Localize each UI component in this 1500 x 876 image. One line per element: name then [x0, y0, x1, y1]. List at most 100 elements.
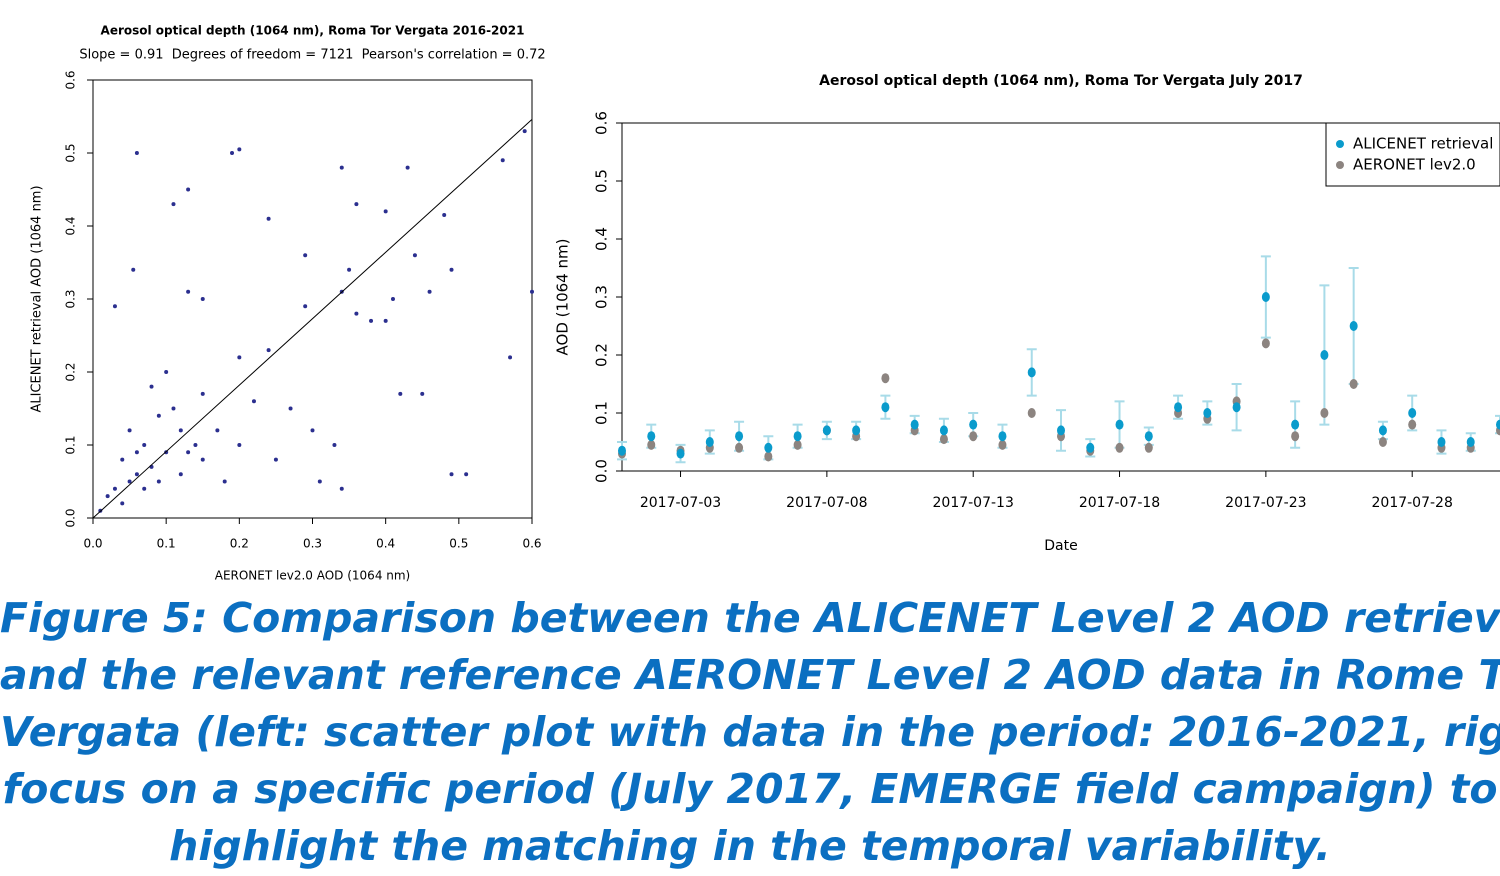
chart-title: Aerosol optical depth (1064 nm), Roma To… [101, 24, 525, 38]
point [1144, 431, 1153, 442]
point [273, 457, 278, 462]
point [969, 431, 978, 442]
point [735, 442, 744, 453]
point [317, 479, 322, 484]
point [120, 457, 125, 462]
point [427, 289, 432, 294]
x-tick-label: 2017-07-23 [1225, 495, 1306, 511]
x-tick-label: 0.6 [522, 537, 541, 551]
point [1320, 408, 1329, 418]
point [200, 457, 205, 462]
point [186, 289, 191, 294]
point [178, 472, 183, 477]
x-tick-label: 0.4 [376, 537, 395, 551]
point [303, 304, 308, 309]
y-tick-label: 0.6 [593, 111, 611, 135]
point [1203, 408, 1212, 418]
point [339, 165, 344, 170]
point [339, 486, 344, 491]
x-tick-label: 0.2 [230, 537, 249, 551]
point [764, 442, 773, 453]
x-tick-label: 2017-07-28 [1372, 495, 1453, 511]
point [310, 428, 315, 433]
point [881, 373, 890, 384]
point [939, 434, 948, 445]
y-tick-label: 0.0 [593, 459, 611, 483]
point [412, 253, 417, 258]
point [852, 425, 861, 436]
point [303, 253, 308, 258]
point [131, 267, 136, 272]
x-tick-label: 2017-07-08 [786, 495, 867, 511]
point [676, 448, 685, 459]
point [1408, 408, 1417, 418]
point [354, 202, 359, 207]
point [998, 431, 1007, 442]
y-tick-label: 0.4 [64, 216, 78, 235]
x-tick-label: 0.0 [83, 537, 102, 551]
point [1115, 419, 1124, 430]
x-tick-label: 2017-07-18 [1079, 495, 1160, 511]
point [127, 479, 132, 484]
point [1261, 292, 1270, 302]
point [164, 370, 169, 374]
point [420, 391, 425, 396]
point [200, 391, 205, 396]
error-bar [1495, 414, 1500, 435]
y-tick-label: 0.5 [593, 169, 611, 193]
y-tick-label: 0.3 [64, 289, 78, 308]
point [939, 425, 948, 436]
point [464, 472, 469, 477]
x-tick-label: 0.1 [157, 537, 176, 551]
point [500, 158, 505, 163]
y-tick-label: 0.5 [64, 143, 78, 162]
point [383, 209, 388, 214]
charts: Aerosol optical depth (1064 nm), Roma To… [30, 24, 1500, 583]
point [647, 431, 656, 442]
point [266, 216, 271, 221]
point [735, 431, 744, 442]
point [705, 437, 714, 447]
point [442, 213, 447, 218]
point [332, 443, 337, 447]
point [142, 443, 147, 447]
point [112, 304, 117, 309]
point [1232, 402, 1241, 413]
point [1115, 442, 1124, 453]
point [156, 413, 161, 418]
point [647, 439, 656, 450]
legend-label: ALICENET retrieval [1353, 135, 1493, 153]
point [508, 355, 513, 360]
y-axis-label: AOD (1064 nm) [554, 239, 572, 356]
legend-box [1325, 122, 1500, 187]
point [186, 450, 191, 455]
point [237, 443, 242, 447]
point [1291, 419, 1300, 430]
y-tick-label: 0.2 [64, 362, 78, 381]
point [251, 399, 256, 404]
point [222, 479, 227, 484]
point [522, 129, 527, 134]
caption-line: highlight the matching in the temporal v… [169, 822, 1331, 870]
y-tick-label: 0.3 [593, 285, 611, 309]
point [1378, 437, 1387, 447]
point [1320, 350, 1329, 360]
legend-marker [1336, 140, 1344, 148]
point [1349, 379, 1358, 389]
legend-label: AERONET lev2.0 [1353, 156, 1476, 174]
point [134, 151, 139, 155]
chart-subtitle: Slope = 0.91 Degrees of freedom = 7121 P… [79, 48, 545, 63]
point [369, 318, 374, 323]
point [793, 439, 802, 450]
point [127, 428, 132, 433]
point [1291, 431, 1300, 442]
point [398, 391, 403, 396]
point [1174, 402, 1183, 413]
point [1437, 437, 1446, 447]
y-tick-label: 0.2 [593, 343, 611, 367]
point [347, 267, 352, 272]
point [910, 419, 919, 430]
point [134, 472, 139, 477]
y-tick-label: 0.6 [64, 70, 78, 89]
point [354, 311, 359, 316]
